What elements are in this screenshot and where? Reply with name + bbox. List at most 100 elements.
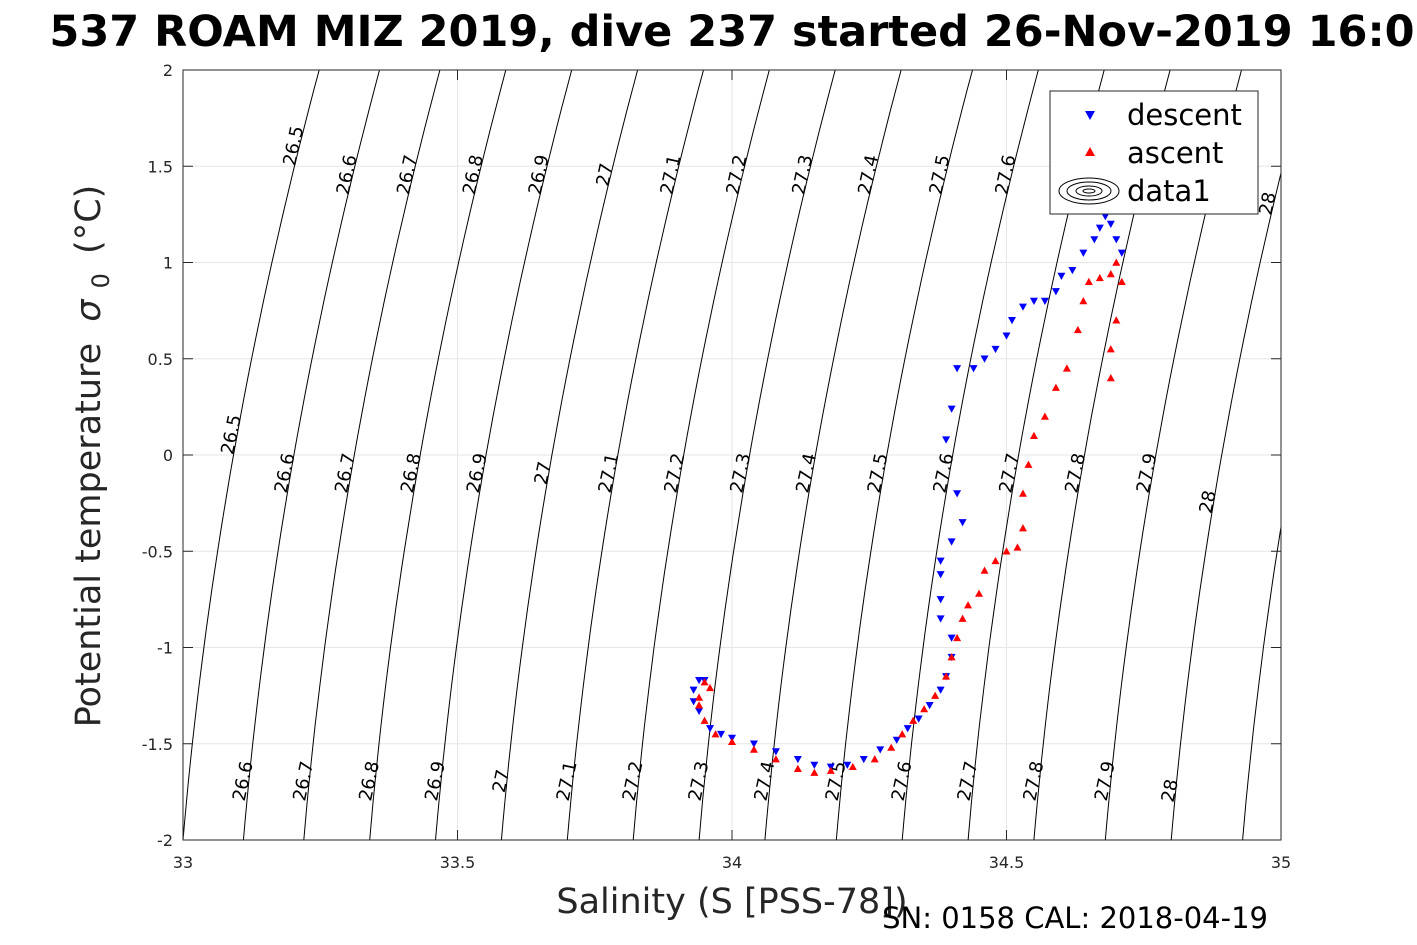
ascent-point — [1029, 431, 1038, 439]
descent-point — [1079, 249, 1088, 257]
descent-point — [947, 634, 956, 642]
isopycnal-label: 28 — [1195, 489, 1220, 516]
descent-point — [1029, 297, 1038, 305]
y-axis-label: Potential temperature σ 0 (°C) — [69, 185, 118, 728]
x-tick-label: 33.5 — [440, 853, 476, 872]
descent-point — [958, 519, 967, 527]
ascent-point — [826, 766, 835, 774]
descent-point — [695, 707, 704, 716]
ascent-point — [909, 716, 918, 724]
x-tick-label: 33 — [173, 853, 193, 872]
x-tick-label: 34.5 — [989, 853, 1025, 872]
y-tick-label: -0.5 — [142, 542, 173, 561]
descent-point — [706, 725, 715, 733]
ascent-point — [1062, 364, 1071, 372]
isopycnal-label: 28 — [1158, 777, 1183, 804]
descent-point — [953, 490, 962, 498]
descent-point — [1051, 288, 1060, 296]
descent-point — [969, 365, 978, 373]
descent-point — [942, 436, 951, 444]
descent-point — [1007, 317, 1016, 325]
ascent-point — [953, 633, 962, 642]
ascent-point — [706, 683, 715, 692]
legend: descent ascent data1 — [1049, 90, 1259, 215]
descent-point — [980, 355, 989, 363]
isopycnal-line — [698, 70, 836, 840]
y-tick-label: 0 — [163, 446, 173, 465]
descent-point — [936, 596, 945, 604]
descent-point — [1040, 297, 1049, 305]
ascent-point — [695, 693, 704, 701]
ascent-point — [1106, 270, 1115, 278]
isopycnal-line — [835, 70, 973, 840]
descent-point — [936, 571, 945, 579]
descent-point — [936, 557, 945, 565]
y-axis-ticks: -2 -1.5 -1 -0.5 0 0.5 1 1.5 2 — [142, 61, 1281, 850]
descent-point — [1068, 267, 1077, 275]
isopycnal-line — [764, 70, 902, 840]
ascent-point — [1013, 543, 1022, 551]
ascent-point — [848, 762, 857, 771]
legend-box — [1049, 90, 1259, 215]
ascent-point — [947, 653, 956, 661]
descent-point — [1095, 224, 1104, 232]
y-axis-label-subscript: 0 — [87, 273, 115, 288]
ascent-point — [1018, 489, 1027, 497]
descent-point — [1057, 272, 1066, 280]
isopycnal-label: 27 — [531, 460, 556, 487]
y-tick-label: -1.5 — [142, 735, 173, 754]
ascent-marker-icon — [1085, 147, 1095, 156]
y-tick-label: 1.5 — [148, 157, 173, 176]
isopycnal-line — [500, 70, 639, 840]
y-axis-label-unit: (°C) — [69, 185, 109, 254]
descent-point — [1101, 213, 1110, 221]
descent-point — [947, 538, 956, 546]
descent-point — [793, 755, 802, 764]
descent-point — [689, 686, 698, 694]
ascent-point — [1040, 412, 1049, 420]
isopycnal-line — [242, 70, 380, 840]
descent-point — [936, 686, 945, 694]
descent-point — [953, 365, 962, 373]
legend-marker-ascent — [1085, 147, 1095, 156]
descent-point — [892, 736, 901, 744]
ascent-point — [1084, 277, 1093, 285]
isopycnal-line — [1242, 523, 1281, 840]
ascent-point — [1051, 383, 1060, 391]
ascent-point — [1106, 374, 1115, 382]
ascent-point — [1112, 316, 1121, 324]
y-axis-label-main: Potential temperature — [69, 343, 109, 727]
ascent-point — [991, 556, 1000, 565]
isopycnal-line — [369, 70, 507, 840]
isopycnal-line — [183, 70, 320, 840]
ascent-point — [1112, 258, 1121, 266]
descent-point — [876, 746, 885, 754]
legend-label-data1: data1 — [1127, 174, 1211, 208]
ascent-point — [700, 716, 709, 724]
ascent-point — [1106, 345, 1115, 353]
descent-point — [843, 761, 852, 769]
ascent-point — [870, 755, 879, 763]
descent-point — [1106, 220, 1115, 228]
ascent-point — [887, 743, 896, 751]
ascent-point — [728, 737, 736, 746]
calibration-footer: SN: 0158 CAL: 2018-04-19 — [882, 901, 1268, 935]
descent-point — [925, 702, 934, 710]
ascent-point — [942, 672, 951, 680]
descent-point — [1090, 236, 1099, 244]
x-tick-label: 34 — [722, 853, 742, 872]
ascent-point — [810, 768, 819, 776]
ascent-point — [1095, 273, 1104, 282]
ascent-point — [1117, 277, 1126, 285]
ascent-point — [1002, 547, 1011, 555]
descent-point — [1002, 332, 1011, 340]
ascent-point — [1018, 524, 1027, 532]
isopycnal-label: 27 — [592, 161, 617, 188]
ascent-point — [920, 705, 929, 713]
isopycnal-line — [901, 70, 1039, 840]
descent-point — [947, 405, 956, 413]
x-axis-label: Salinity (S [PSS-78]) — [556, 882, 907, 922]
isopycnal-line — [303, 70, 441, 840]
chart-title: 537 ROAM MIZ 2019, dive 237 started 26-N… — [49, 7, 1414, 57]
